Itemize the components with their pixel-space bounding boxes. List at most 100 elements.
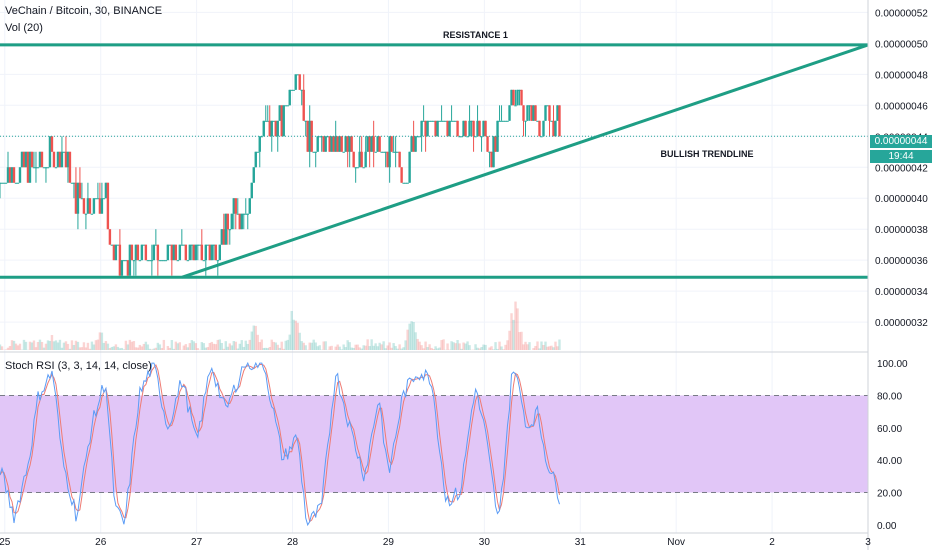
volume-bar	[490, 346, 493, 350]
volume-bar	[78, 347, 82, 350]
candle-body	[500, 120, 503, 122]
volume-bar	[416, 338, 419, 350]
volume-bar	[122, 349, 126, 350]
volume-bar	[6, 347, 10, 350]
time-tick-label: 30	[479, 537, 491, 548]
volume-bar	[248, 339, 251, 350]
volume-bar	[420, 345, 423, 350]
symbol-title[interactable]: VeChain / Bitcoin, 30, BINANCE	[5, 5, 163, 17]
candle-body	[268, 120, 271, 137]
candle-body	[232, 198, 235, 214]
candle-body	[14, 182, 18, 184]
candle-body	[406, 182, 409, 184]
volume-indicator-label[interactable]: Vol (20)	[5, 22, 43, 34]
candle-body	[472, 120, 475, 137]
volume-bar	[434, 346, 437, 350]
volume-bar	[262, 347, 265, 350]
volume-bar	[334, 346, 337, 350]
volume-bar	[468, 345, 471, 350]
candle-body	[520, 89, 523, 106]
candle-body	[452, 120, 455, 122]
volume-bar	[222, 348, 225, 350]
candle-body	[12, 167, 16, 183]
volume-bar	[484, 344, 487, 350]
volume-bar	[300, 341, 303, 350]
volume-bar	[366, 339, 369, 350]
candle-body	[58, 151, 62, 168]
candle-body	[212, 244, 216, 246]
candle-body	[240, 213, 243, 230]
drawing-lines[interactable]: RESISTANCE 1 BULLISH TRENDLINE	[0, 30, 869, 279]
candle-body	[414, 136, 417, 152]
candle-body	[72, 182, 76, 184]
volume-bar	[106, 343, 110, 350]
volume-bar	[196, 348, 200, 350]
candle-body	[130, 244, 134, 261]
candle-body	[370, 136, 373, 152]
volume-bar	[352, 347, 355, 350]
volume-bar	[186, 347, 190, 350]
volume-bar	[30, 342, 34, 350]
volume-bar	[206, 347, 210, 350]
rsi-tick-label: 40.00	[877, 456, 902, 467]
candle-body	[40, 151, 44, 168]
candle-body	[344, 136, 347, 152]
volume-bar	[488, 347, 491, 350]
volume-bar	[406, 329, 409, 350]
volume-bar	[116, 346, 120, 350]
volume-bar	[398, 344, 401, 350]
candle-body	[184, 244, 188, 261]
candle-body	[174, 244, 178, 261]
stoch-rsi-label[interactable]: Stoch RSI (3, 3, 14, 14, close)	[5, 360, 152, 372]
candle-body	[532, 105, 535, 121]
candle-body	[354, 167, 357, 169]
volume-bar	[380, 344, 383, 350]
volume-bar	[194, 343, 198, 350]
candle-body	[352, 151, 355, 168]
candle-body	[454, 120, 457, 122]
volume-bar	[244, 340, 247, 350]
candle-body	[208, 244, 212, 261]
candle-body	[0, 182, 4, 184]
candle-body	[32, 167, 36, 169]
candle-body	[168, 244, 172, 246]
volume-bar	[234, 341, 237, 350]
candle-body	[426, 120, 429, 137]
volume-bar	[214, 344, 218, 350]
volume-bar	[532, 348, 535, 350]
candle-body	[548, 105, 551, 121]
candle-body	[392, 151, 395, 153]
candle-body	[202, 260, 206, 262]
volume-bar	[534, 345, 537, 350]
volume-bar	[108, 348, 112, 350]
candle-body	[136, 244, 140, 261]
volume-bar	[358, 347, 361, 350]
candle-body	[494, 136, 497, 152]
time-tick-label: 28	[287, 537, 299, 548]
rsi-tick-label: 100.00	[877, 359, 908, 370]
candle-body	[448, 120, 451, 137]
current-price-tag: 0.00000044	[870, 135, 932, 148]
candle-body	[304, 120, 307, 122]
volume-bar	[52, 341, 56, 350]
volume-bar	[166, 346, 170, 350]
volume-bar	[56, 342, 60, 350]
candle-body	[314, 151, 317, 153]
candle-body	[276, 120, 279, 137]
volume-bar	[552, 347, 555, 350]
candle-body	[54, 167, 58, 169]
time-tick-label: 2	[769, 537, 775, 548]
candle-body	[122, 260, 126, 262]
candle-body	[488, 151, 491, 153]
volume-bar	[390, 347, 393, 350]
candle-body	[342, 151, 345, 153]
candle-body	[86, 198, 90, 214]
candle-body	[230, 213, 233, 230]
volume-bar	[40, 341, 44, 350]
stoch-rsi-k-line	[0, 361, 560, 527]
candle-body	[266, 120, 269, 122]
candle-body	[362, 167, 365, 169]
volume-bar	[172, 348, 176, 350]
volume-bar	[270, 339, 273, 350]
volume-bar	[8, 346, 12, 350]
